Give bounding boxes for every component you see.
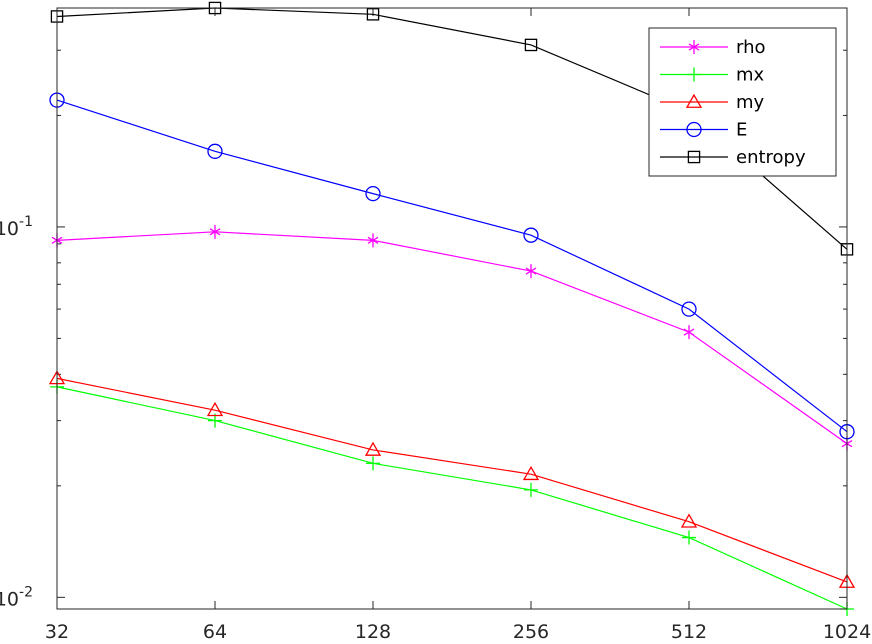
series-line-E [56,99,848,433]
series-line-rho [56,231,848,445]
data-point [522,465,540,481]
data-point [206,401,224,417]
plot-frame [56,7,848,610]
data-point [685,93,703,108]
series-line-mx [56,386,848,610]
data-point [524,38,538,52]
legend-label: entropy [736,147,806,168]
data-point [207,143,223,159]
data-point [686,121,702,138]
legend-label: my [736,92,765,113]
data-point [209,224,221,239]
data-point [681,301,697,317]
data-point [367,233,379,248]
legend-label: mx [736,65,765,86]
data-point [683,325,695,340]
data-point [364,441,382,456]
y-tick-label: 10-1 [0,214,33,240]
x-tick-label: 32 [45,621,69,643]
x-tick-label: 64 [203,621,227,643]
legend-label: E [736,120,747,141]
y-axis-tick-labels: 10-1 10-2 [0,214,33,610]
data-point [688,40,700,54]
x-axis-tick-labels: 32 64 128 256 512 1024 [45,621,871,643]
data-point [687,67,701,82]
data-point [525,264,537,279]
data-point [680,513,698,528]
data-point [682,530,696,545]
data-point [366,456,380,471]
data-point [523,227,539,243]
x-tick-label: 1024 [823,621,871,643]
data-point [365,185,381,202]
x-tick-label: 256 [513,621,549,643]
x-tick-label: 512 [671,621,707,643]
series-line-my [56,377,848,583]
data-point [524,482,538,497]
legend-label: rho [736,37,766,58]
y-tick-label: 10-2 [0,584,33,610]
data-point [687,150,701,164]
data-point [366,8,380,21]
x-tick-label: 128 [355,621,391,643]
series-lines [56,7,848,610]
